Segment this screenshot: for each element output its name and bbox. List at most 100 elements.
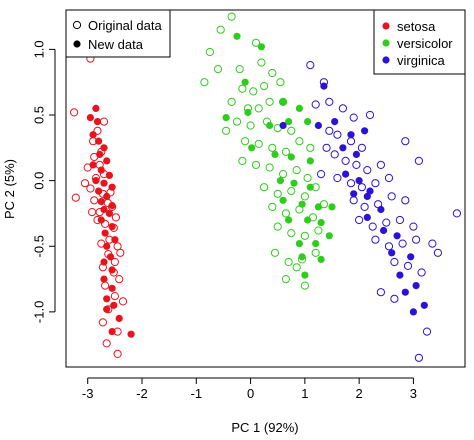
virginica-original-point-35 — [390, 257, 399, 267]
versicolor-original-point-4 — [235, 65, 244, 74]
legend-marker-type: Original data New data — [65, 9, 171, 58]
versicolor-new-point-26 — [301, 271, 309, 279]
versicolor-original-point-23 — [254, 139, 263, 148]
y-tick-label: 0.0 — [31, 172, 46, 190]
versicolor-original-point-44 — [273, 222, 282, 231]
virginica-original-point-16 — [346, 179, 356, 188]
versicolor-original-point-8 — [238, 84, 247, 93]
setosa-new-point-1 — [92, 104, 100, 112]
versicolor-original-point-45 — [287, 229, 296, 238]
setosa-original-point-18 — [101, 219, 110, 228]
versicolor-original-point-39 — [268, 202, 277, 211]
setosa-new-point-23 — [111, 236, 119, 244]
virginica-new-point-12 — [377, 205, 385, 214]
virginica-original-point-38 — [433, 248, 442, 257]
versicolor-new-point-11 — [306, 157, 314, 165]
virginica-original-point-39 — [452, 209, 461, 218]
versicolor-original-point-40 — [281, 209, 290, 218]
setosa-new-point-35 — [127, 330, 135, 338]
versicolor-original-point-25 — [281, 147, 290, 156]
legend-entry-setosa: setosa — [397, 19, 436, 34]
virginica-new-point-10 — [350, 190, 358, 198]
virginica-new-point-18 — [396, 271, 404, 279]
setosa-original-point-10 — [86, 184, 95, 193]
setosa-new-point-27 — [108, 266, 116, 274]
legend-filled-circle-icon — [73, 40, 81, 48]
virginica-original-point-31 — [384, 242, 394, 251]
x-axis-label: PC 1 (92%) — [231, 420, 298, 435]
setosa-original-point-41 — [111, 213, 121, 222]
virginica-new-point-1 — [314, 121, 322, 130]
versicolor-original-point-32 — [292, 166, 301, 175]
y-tick-label: -1.0 — [31, 301, 46, 323]
virginica-original-point-11 — [341, 156, 350, 165]
virginica-original-point-19 — [384, 173, 394, 183]
virginica-original-point-5 — [349, 113, 358, 122]
setosa-new-point-28 — [100, 275, 108, 283]
versicolor-original-point-24 — [268, 143, 277, 152]
setosa-new-point-11 — [92, 177, 100, 185]
versicolor-new-point-6 — [266, 121, 274, 130]
setosa-new-point-20 — [97, 216, 105, 224]
versicolor-original-point-55 — [222, 126, 231, 135]
setosa-new-point-0 — [86, 114, 94, 122]
versicolor-original-point-36 — [287, 187, 296, 196]
virginica-original-point-4 — [338, 104, 347, 113]
legend-marker-box — [65, 9, 171, 58]
setosa-new-point-19 — [105, 209, 113, 217]
versicolor-new-point-5 — [244, 108, 252, 116]
virginica-new-point-8 — [355, 177, 363, 185]
virginica-original-point-46 — [414, 353, 423, 362]
setosa-original-point-0 — [70, 108, 79, 117]
x-tick-label: -1 — [191, 386, 203, 401]
virginica-new-point-17 — [407, 253, 415, 261]
versicolor-new-point-24 — [298, 253, 306, 261]
virginica-original-point-36 — [403, 261, 413, 270]
virginica-original-point-42 — [322, 143, 331, 152]
setosa-original-point-35 — [113, 349, 122, 358]
versicolor-original-point-37 — [300, 192, 309, 201]
virginica-new-point-7 — [342, 170, 350, 178]
setosa-original-point-2 — [93, 126, 102, 135]
virginica-original-point-44 — [376, 288, 385, 297]
versicolor-new-point-8 — [304, 118, 312, 126]
setosa-original-point-32 — [98, 318, 108, 327]
versicolor-original-point-14 — [254, 104, 263, 113]
axes-layer: -3 -2 -1 0 1 2 3 -1.0 -0.5 0.0 0.5 1.0 — [31, 40, 417, 401]
virginica-new-point-11 — [363, 192, 371, 200]
versicolor-original-point-0 — [227, 12, 236, 21]
setosa-original-point-29 — [110, 292, 120, 301]
setosa-new-point-7 — [103, 157, 111, 165]
versicolor-original-point-46 — [300, 231, 309, 240]
versicolor-new-point-1 — [241, 78, 249, 86]
setosa-original-point-34 — [102, 339, 111, 348]
setosa-new-point-16 — [97, 198, 105, 206]
versicolor-original-point-17 — [232, 117, 242, 126]
setosa-original-point-9 — [80, 179, 90, 188]
versicolor-new-point-29 — [248, 144, 256, 152]
virginica-original-point-18 — [371, 179, 380, 188]
virginica-new-point-20 — [401, 288, 409, 296]
virginica-new-point-19 — [412, 282, 420, 290]
setosa-new-point-5 — [100, 144, 108, 152]
versicolor-new-point-20 — [317, 219, 325, 227]
legend-virginica-dot-icon — [382, 56, 390, 64]
virginica-new-point-15 — [393, 232, 401, 240]
versicolor-new-point-0 — [233, 32, 241, 40]
legend-open-circle-icon — [72, 20, 82, 30]
setosa-new-point-3 — [89, 131, 97, 139]
versicolor-new-point-28 — [222, 114, 230, 122]
versicolor-original-point-52 — [281, 275, 290, 284]
versicolor-new-point-15 — [279, 196, 287, 204]
plot-frame — [65, 9, 466, 368]
virginica-new-point-13 — [363, 213, 371, 221]
setosa-new-point-24 — [103, 242, 111, 250]
virginica-new-point-2 — [331, 118, 339, 126]
versicolor-new-point-10 — [287, 153, 295, 161]
setosa-new-point-18 — [100, 205, 108, 214]
virginica-original-point-34 — [428, 239, 437, 248]
virginica-original-point-37 — [417, 268, 426, 277]
virginica-new-point-5 — [339, 144, 347, 152]
